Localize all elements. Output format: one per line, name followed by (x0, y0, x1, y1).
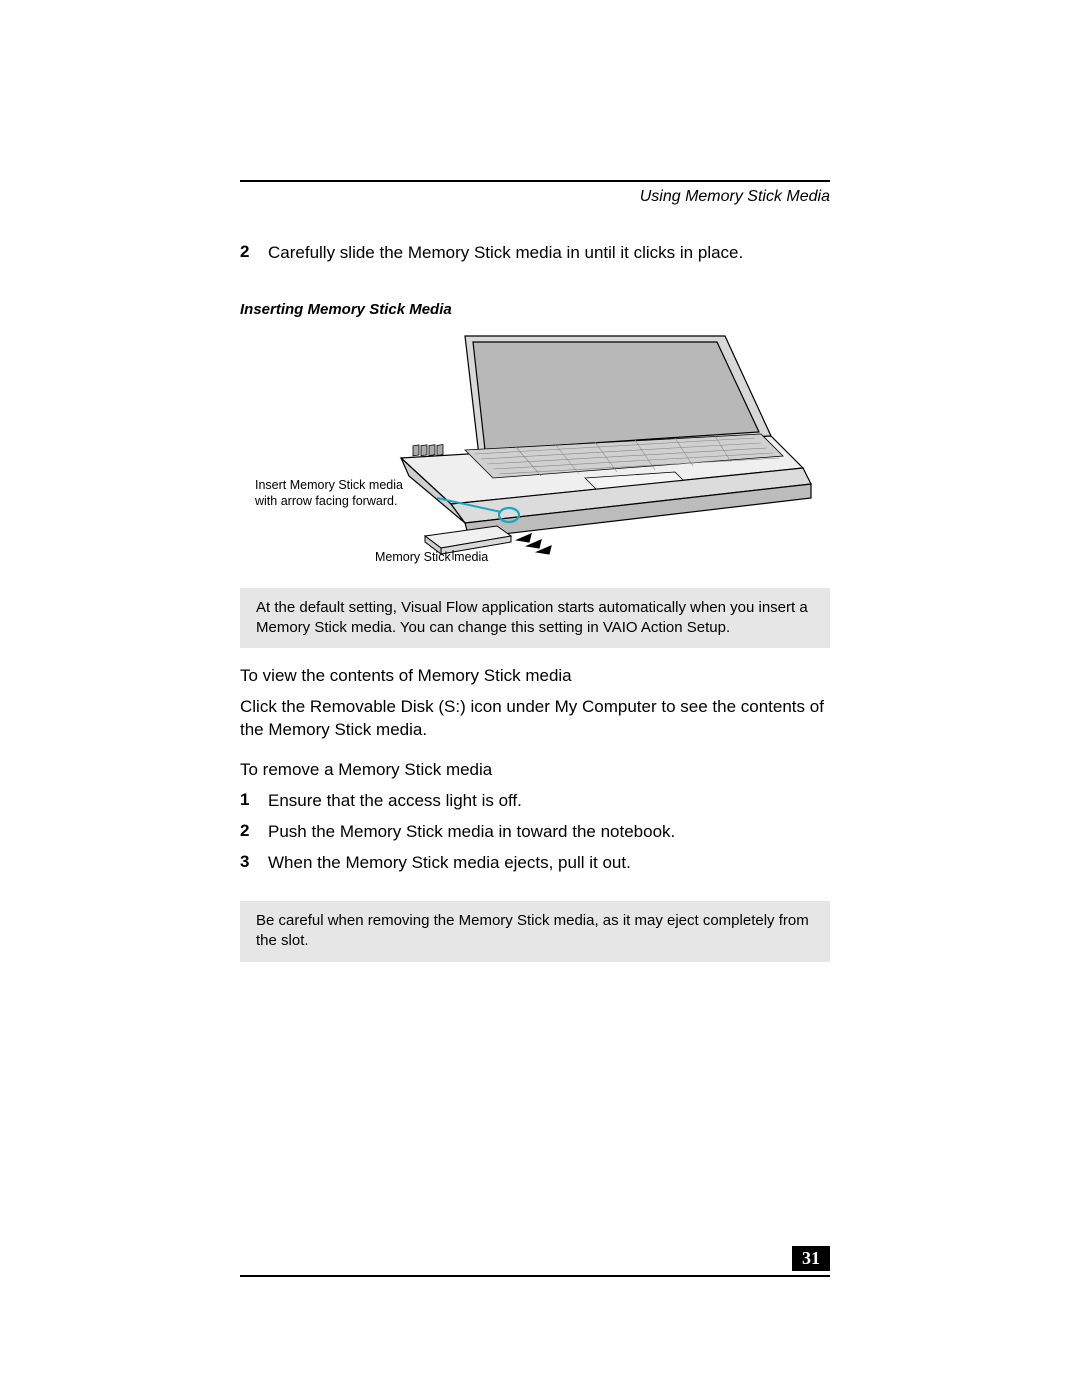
step-row: 1 Ensure that the access light is off. (240, 790, 830, 813)
step-number: 3 (240, 852, 268, 875)
figure-caption: Inserting Memory Stick Media (240, 301, 830, 318)
note-box: At the default setting, Visual Flow appl… (240, 588, 830, 649)
top-rule (240, 180, 830, 182)
figure-callout-media: Memory Stick media (375, 550, 488, 566)
page-header: Using Memory Stick Media (240, 188, 830, 206)
note-box: Be careful when removing the Memory Stic… (240, 901, 830, 962)
laptop-illustration-svg (255, 328, 815, 568)
paragraph: Click the Removable Disk (S:) icon under… (240, 696, 830, 742)
step-text: When the Memory Stick media ejects, pull… (268, 852, 631, 875)
callout-line: Insert Memory Stick media (255, 478, 403, 492)
step-row: 3 When the Memory Stick media ejects, pu… (240, 852, 830, 875)
page-number: 31 (792, 1246, 830, 1271)
step-text: Ensure that the access light is off. (268, 790, 522, 813)
step-row: 2 Carefully slide the Memory Stick media… (240, 242, 830, 265)
figure-callout-insert: Insert Memory Stick media with arrow fac… (255, 478, 403, 509)
subheading-remove: To remove a Memory Stick media (240, 760, 830, 780)
step-row: 2 Push the Memory Stick media in toward … (240, 821, 830, 844)
step-text: Carefully slide the Memory Stick media i… (268, 242, 743, 265)
figure-illustration: Insert Memory Stick media with arrow fac… (255, 328, 815, 568)
footer: 31 (240, 1246, 830, 1277)
content-column: Using Memory Stick Media 2 Carefully sli… (240, 180, 830, 962)
step-number: 1 (240, 790, 268, 813)
step-number: 2 (240, 242, 268, 265)
step-number: 2 (240, 821, 268, 844)
callout-line: with arrow facing forward. (255, 494, 397, 508)
page: Using Memory Stick Media 2 Carefully sli… (0, 0, 1080, 1397)
subheading-view: To view the contents of Memory Stick med… (240, 666, 830, 686)
step-text: Push the Memory Stick media in toward th… (268, 821, 675, 844)
bottom-rule (240, 1275, 830, 1277)
